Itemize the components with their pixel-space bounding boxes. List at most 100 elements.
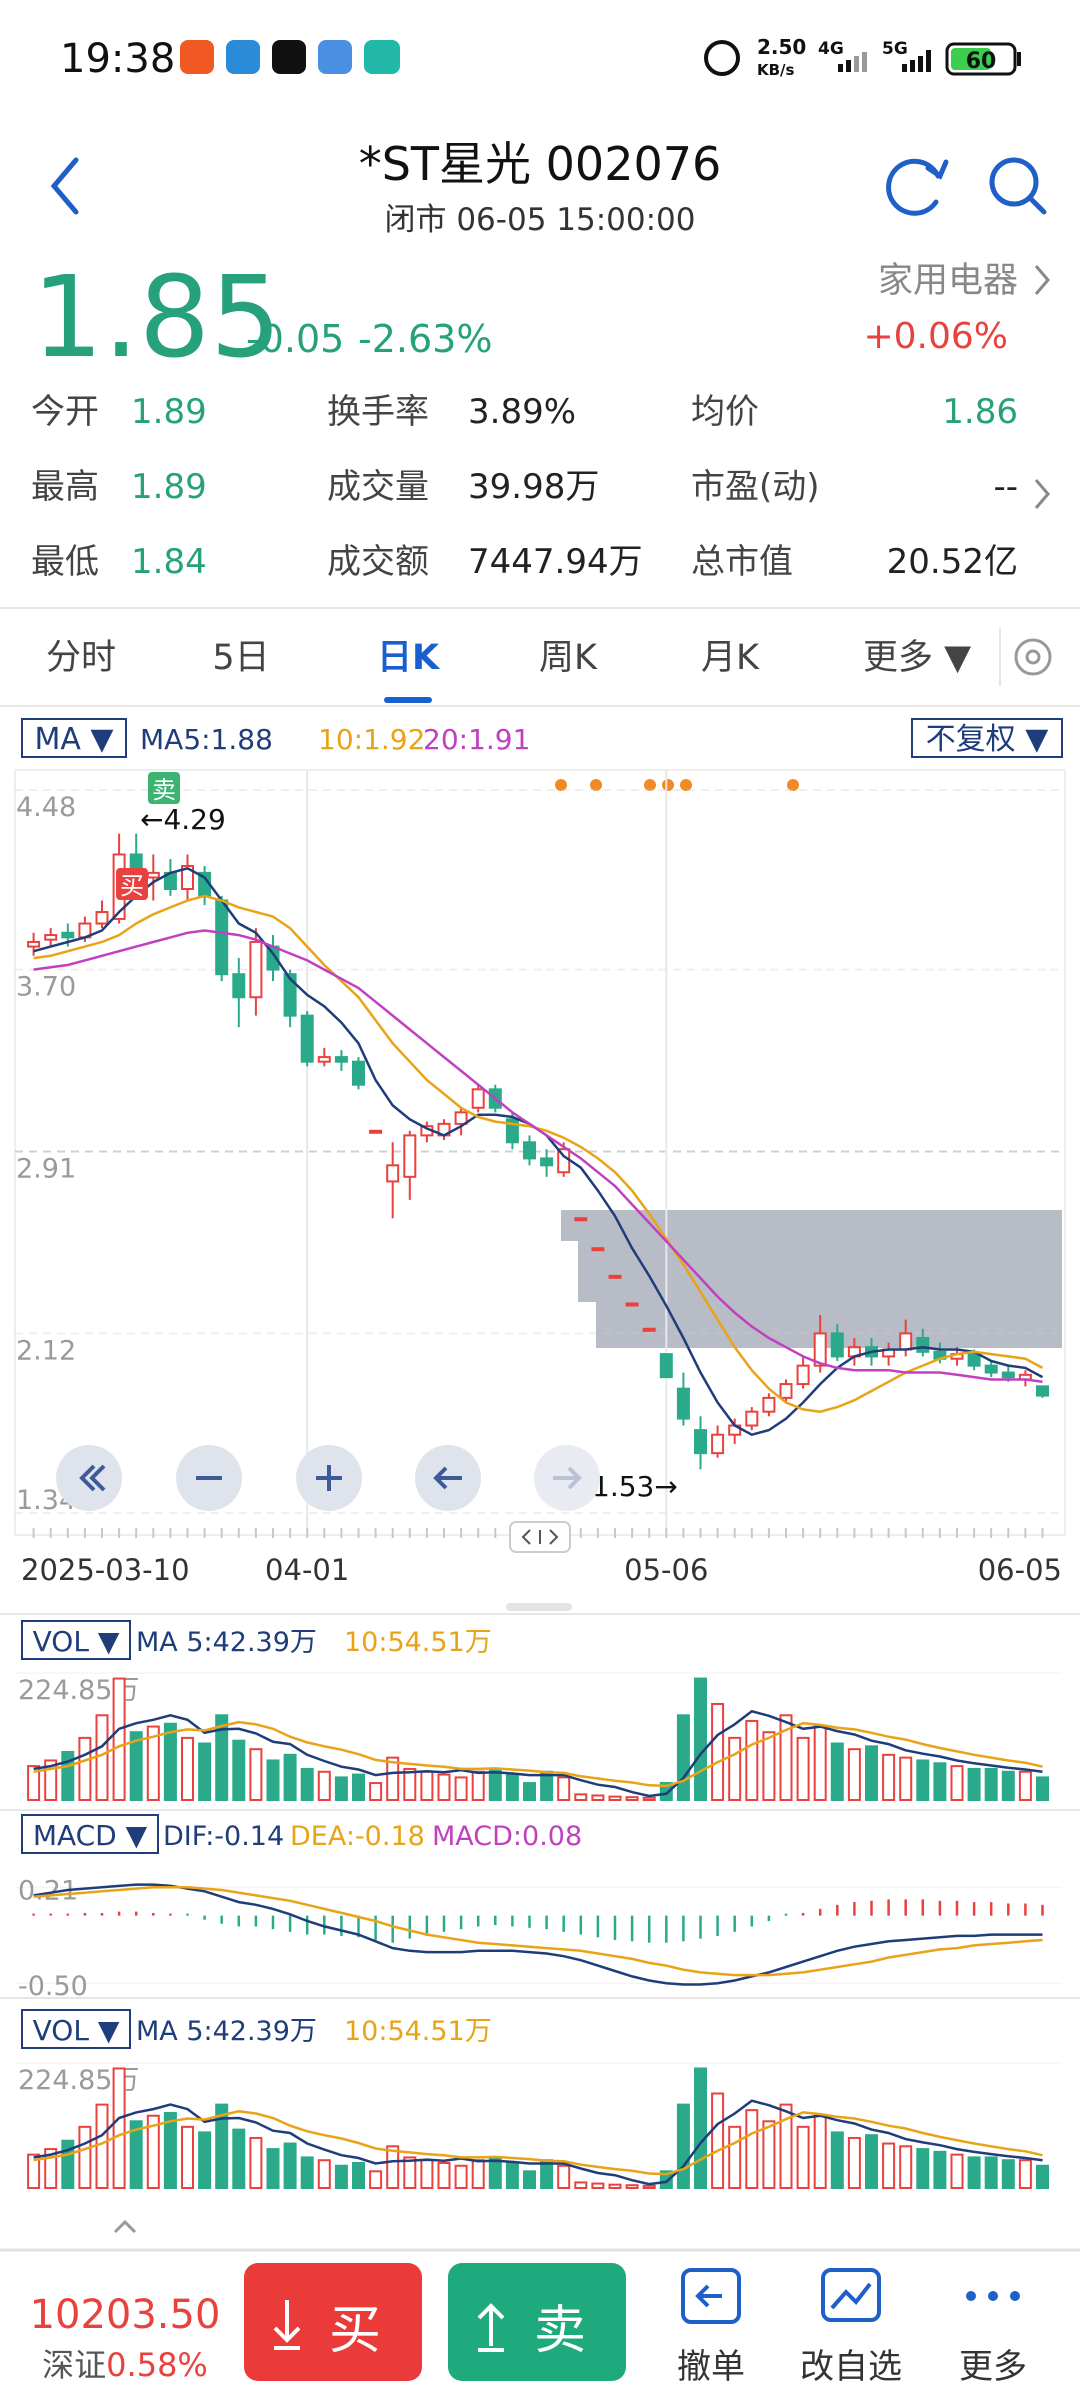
app-icon bbox=[226, 40, 260, 74]
volume-bar bbox=[181, 1736, 194, 1802]
macd-button[interactable] bbox=[21, 1814, 159, 1854]
volume-bar bbox=[317, 1770, 331, 1801]
candle-body bbox=[27, 940, 41, 948]
stat-label: 最低 bbox=[31, 542, 99, 582]
settings-button[interactable] bbox=[1014, 638, 1052, 676]
expand-arrow[interactable] bbox=[113, 2219, 137, 2234]
volume-bar bbox=[403, 1767, 417, 1801]
volume-bar bbox=[215, 1714, 229, 1802]
event-marker[interactable] bbox=[555, 779, 567, 791]
price-change-pct: -2.63% bbox=[358, 317, 492, 361]
vol-button[interactable] bbox=[21, 2009, 131, 2049]
stock-title: *ST星光 002076 bbox=[359, 137, 722, 191]
adjust-button-label[interactable]: 不复权 ▼ bbox=[926, 722, 1049, 757]
battery bbox=[945, 42, 1017, 76]
high-annotation: ←4.29 bbox=[140, 803, 226, 836]
tab[interactable]: 分时 bbox=[46, 638, 116, 678]
volume-bar bbox=[420, 2159, 434, 2189]
app-icon bbox=[180, 40, 214, 74]
ma-button-label[interactable]: MA ▼ bbox=[34, 722, 113, 757]
y-tick-label: 2.91 bbox=[16, 1154, 76, 1185]
volume-bar bbox=[146, 2114, 160, 2189]
vol-button-label[interactable]: VOL ▼ bbox=[33, 2014, 120, 2047]
back-button[interactable] bbox=[50, 157, 79, 215]
candle-body bbox=[471, 1088, 485, 1109]
tab[interactable]: 月K bbox=[701, 638, 760, 678]
volume-ma-line bbox=[33, 1720, 1043, 1788]
event-marker[interactable] bbox=[787, 779, 799, 791]
stat-value: 1.89 bbox=[131, 467, 207, 507]
more-label[interactable]: 更多 bbox=[959, 2347, 1027, 2387]
volume-bar bbox=[454, 2164, 468, 2189]
candle-body bbox=[540, 1157, 554, 1167]
panel-drag-handle[interactable] bbox=[506, 1603, 572, 1611]
volume-bar bbox=[642, 2184, 656, 2190]
volume-bar bbox=[796, 2125, 810, 2190]
tab[interactable]: 更多 ▼ bbox=[863, 638, 971, 678]
refresh-button[interactable] bbox=[886, 158, 949, 216]
ma20-legend: 20:1.91 bbox=[423, 723, 530, 756]
stat-value: 39.98万 bbox=[468, 467, 599, 507]
tab[interactable]: 周K bbox=[539, 638, 598, 678]
buy-label[interactable]: 买 bbox=[329, 2301, 381, 2361]
tab-indicator bbox=[384, 697, 432, 703]
volume-bar bbox=[334, 1776, 348, 1801]
watchlist-label[interactable]: 改自选 bbox=[800, 2347, 902, 2387]
candle-body bbox=[1001, 1371, 1015, 1379]
volume-bar bbox=[454, 1776, 468, 1801]
candle-body bbox=[984, 1364, 998, 1374]
watchlist-button[interactable] bbox=[821, 2268, 881, 2322]
dif-legend: DIF:-0.14 bbox=[163, 1821, 284, 1852]
candle-body bbox=[95, 911, 109, 925]
kline-chart: 4.483.702.912.121.34 bbox=[15, 770, 1062, 1538]
stat-value: 7447.94万 bbox=[468, 542, 643, 582]
candle-body bbox=[676, 1387, 690, 1420]
volume-bar bbox=[471, 2159, 485, 2189]
event-marker[interactable] bbox=[662, 779, 674, 791]
search-button[interactable] bbox=[989, 157, 1047, 215]
vol-button-label[interactable]: VOL ▼ bbox=[33, 1625, 120, 1658]
adjust-button[interactable] bbox=[911, 718, 1063, 758]
event-marker[interactable] bbox=[644, 779, 656, 791]
tab[interactable]: 5日 bbox=[212, 638, 269, 678]
candle-body bbox=[352, 1060, 365, 1086]
candle-body bbox=[232, 973, 246, 999]
sell-label[interactable]: 卖 bbox=[534, 2301, 586, 2361]
candle-body bbox=[813, 1332, 827, 1367]
stat-label: 市盈(动) bbox=[691, 467, 820, 507]
event-marker[interactable] bbox=[590, 779, 602, 791]
volume-bar bbox=[762, 1731, 776, 1801]
ma-button[interactable] bbox=[21, 718, 127, 758]
tab[interactable]: 日K bbox=[377, 638, 441, 678]
y-tick-label: 2.12 bbox=[16, 1335, 76, 1366]
volume-bar bbox=[830, 2131, 844, 2190]
volume-chart: 224.85万 bbox=[15, 2062, 1062, 2190]
sector-name[interactable]: 家用电器 bbox=[878, 261, 1018, 301]
stats-chevron[interactable] bbox=[1034, 479, 1050, 509]
volume-bar bbox=[899, 1756, 913, 1802]
volume-bar bbox=[950, 1765, 964, 1801]
volume-bar bbox=[249, 2136, 263, 2189]
volume-bar bbox=[830, 1742, 844, 1802]
event-marker[interactable] bbox=[680, 779, 692, 791]
volume-bar bbox=[523, 1782, 536, 1802]
volume-bar bbox=[27, 2153, 41, 2190]
macd-line bbox=[33, 1883, 1043, 1986]
index-value[interactable]: 10203.50 bbox=[30, 2292, 221, 2338]
battery-level bbox=[951, 48, 991, 70]
vol-button[interactable] bbox=[21, 1620, 131, 1660]
vol-ma10-legend: 10:54.51万 bbox=[344, 2016, 492, 2047]
nav-first[interactable] bbox=[56, 1445, 122, 1511]
volume-bar bbox=[232, 1739, 246, 1802]
volume-bar bbox=[1036, 2164, 1049, 2189]
volume-bar bbox=[61, 1750, 75, 1802]
more-button[interactable] bbox=[966, 2291, 1020, 2301]
cancel-button[interactable] bbox=[681, 2268, 741, 2324]
volume-bar bbox=[266, 2148, 280, 2190]
x-tick-label: 04-01 bbox=[265, 1553, 349, 1587]
volume-bar bbox=[608, 2183, 622, 2190]
cancel-label[interactable]: 撤单 bbox=[677, 2347, 745, 2387]
macd-button-label[interactable]: MACD ▼ bbox=[33, 1819, 148, 1852]
volume-bar bbox=[574, 1793, 588, 1802]
buy-button[interactable] bbox=[244, 2263, 422, 2381]
